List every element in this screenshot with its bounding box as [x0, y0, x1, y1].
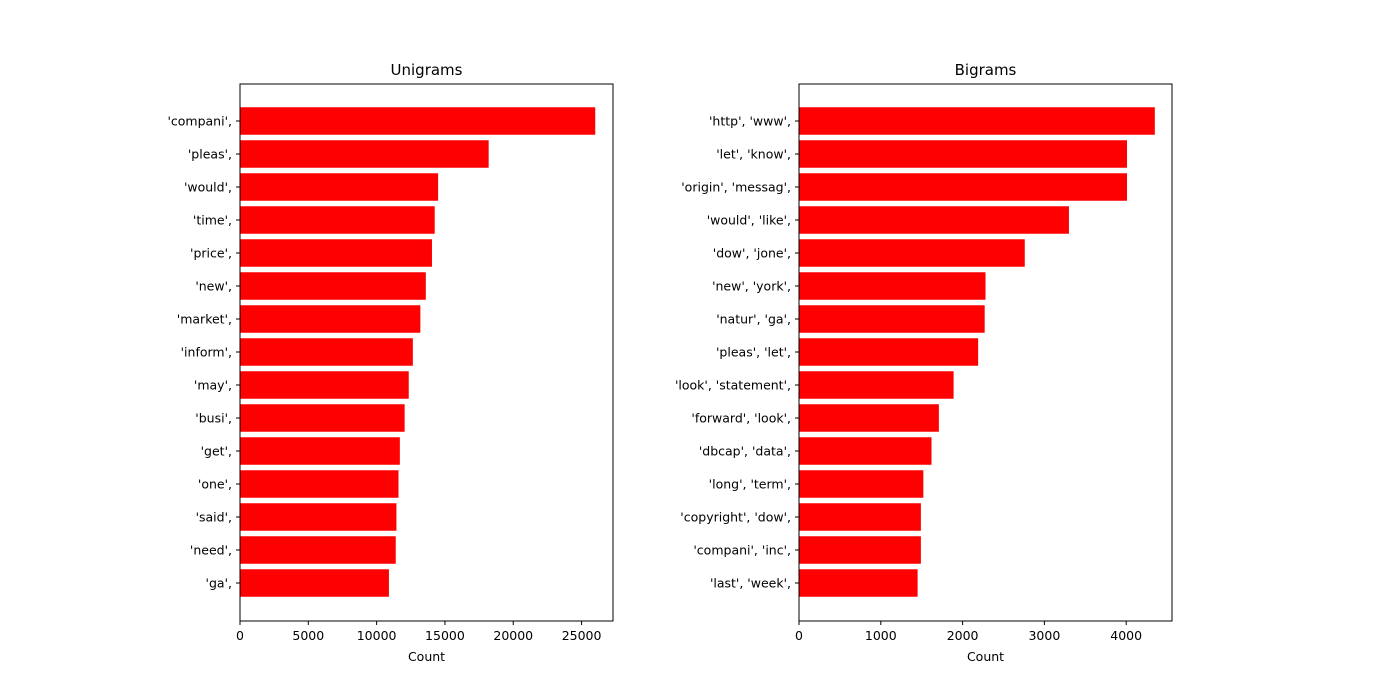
bigrams-bar [799, 404, 939, 432]
bigrams-y-tick-label: 'last', 'week', [710, 576, 791, 591]
unigrams-y-tick-label: 'market', [177, 312, 232, 327]
unigrams-y-tick-label: 'get', [201, 444, 232, 459]
unigrams-chart: Unigrams 'compani', 'pleas', 'would', 'time… [167, 61, 614, 664]
bigrams-y-tick-label: 'let', 'know', [716, 147, 791, 162]
bigrams-bar [799, 305, 985, 333]
bigrams-x-tick-label: 2000 [947, 628, 979, 643]
bigrams-bars [799, 107, 1155, 597]
unigrams-bar [240, 404, 405, 432]
unigrams-chart-title: Unigrams [391, 61, 463, 79]
bigrams-y-tick-label: 'natur', 'ga', [716, 312, 791, 327]
bigrams-bar [799, 239, 1025, 267]
bigrams-y-tick-label: 'compani', 'inc', [693, 543, 791, 558]
bigrams-y-tick-label: 'pleas', 'let', [716, 345, 791, 360]
bigrams-bar [799, 503, 921, 531]
unigrams-bars [240, 107, 596, 597]
unigrams-bar [240, 140, 489, 168]
bigrams-bar [799, 107, 1155, 135]
bigrams-y-tick-label: 'new', 'york', [712, 279, 791, 294]
bigrams-bar [799, 470, 924, 498]
unigrams-y-axis-ticks: 'compani', 'pleas', 'would', 'time', 'price'… [167, 114, 240, 591]
unigrams-y-tick-label: 'ga', [206, 576, 232, 591]
bigrams-y-tick-label: 'would', 'like', [707, 213, 791, 228]
bigrams-x-axis-label: Count [967, 649, 1004, 664]
unigrams-y-tick-label: 'new', [195, 279, 232, 294]
bigrams-y-axis-ticks: 'http', 'www', 'let', 'know', 'origin', 'm… [675, 114, 799, 591]
bigrams-bar [799, 536, 921, 564]
unigrams-bar [240, 371, 409, 399]
unigrams-y-tick-label: 'pleas', [188, 147, 232, 162]
unigrams-bar [240, 173, 439, 201]
bigrams-chart: Bigrams 'http', 'www', 'let', 'know', 'ori… [675, 61, 1173, 664]
unigrams-y-tick-label: 'need', [190, 543, 232, 558]
unigrams-bar [240, 206, 435, 234]
bigrams-plot-frame [798, 83, 1173, 622]
unigrams-plot-frame [239, 83, 614, 622]
unigrams-y-tick-label: 'may', [194, 378, 232, 393]
bigrams-x-axis-ticks: 0 1000 2000 3000 4000 [795, 621, 1142, 643]
bigrams-y-tick-label: 'origin', 'messag', [681, 180, 791, 195]
unigrams-bar [240, 272, 426, 300]
unigrams-bar [240, 107, 596, 135]
unigrams-y-tick-label: 'price', [190, 246, 232, 261]
unigrams-x-tick-label: 10000 [357, 628, 397, 643]
unigrams-bar [240, 338, 413, 366]
unigrams-bar [240, 536, 396, 564]
unigrams-bar [240, 305, 421, 333]
unigrams-x-tick-label: 15000 [425, 628, 465, 643]
bigrams-y-tick-label: 'dbcap', 'data', [699, 444, 791, 459]
bigrams-x-tick-label: 1000 [865, 628, 897, 643]
unigrams-y-tick-label: 'compani', [167, 114, 232, 129]
unigrams-bar [240, 503, 397, 531]
bigrams-y-tick-label: 'forward', 'look', [691, 411, 791, 426]
unigrams-bar [240, 437, 400, 465]
bigrams-bar [799, 569, 918, 597]
unigrams-x-tick-label: 25000 [562, 628, 602, 643]
unigrams-x-axis-label: Count [408, 649, 445, 664]
unigrams-y-tick-label: 'said', [196, 510, 232, 525]
bigrams-bar [799, 173, 1128, 201]
unigrams-x-tick-label: 0 [236, 628, 244, 643]
bigrams-bar [799, 272, 986, 300]
unigrams-bar [240, 470, 399, 498]
bigrams-chart-title: Bigrams [955, 61, 1017, 79]
bigrams-bar [799, 206, 1069, 234]
bigrams-bar [799, 140, 1128, 168]
bigrams-x-tick-label: 4000 [1110, 628, 1142, 643]
unigrams-bar [240, 569, 389, 597]
bigrams-y-tick-label: 'copyright', 'dow', [680, 510, 791, 525]
bigrams-y-tick-label: 'http', 'www', [709, 114, 791, 129]
unigrams-y-tick-label: 'one', [198, 477, 232, 492]
bigrams-y-tick-label: 'dow', 'jone', [713, 246, 791, 261]
bigrams-bar [799, 371, 954, 399]
unigrams-y-tick-label: 'time', [193, 213, 232, 228]
bigrams-bar [799, 338, 979, 366]
unigrams-y-tick-label: 'inform', [181, 345, 232, 360]
bigrams-x-tick-label: 3000 [1028, 628, 1060, 643]
bigrams-y-tick-label: 'long', 'term', [709, 477, 791, 492]
unigrams-x-tick-label: 5000 [292, 628, 324, 643]
unigrams-x-axis-ticks: 0 5000 10000 15000 20000 25000 [236, 621, 602, 643]
bigrams-y-tick-label: 'look', 'statement', [675, 378, 791, 393]
unigrams-x-tick-label: 20000 [493, 628, 533, 643]
unigrams-y-tick-label: 'busi', [195, 411, 232, 426]
unigrams-y-tick-label: 'would', [184, 180, 232, 195]
bigrams-x-tick-label: 0 [795, 628, 803, 643]
bigrams-bar [799, 437, 932, 465]
unigrams-bar [240, 239, 432, 267]
